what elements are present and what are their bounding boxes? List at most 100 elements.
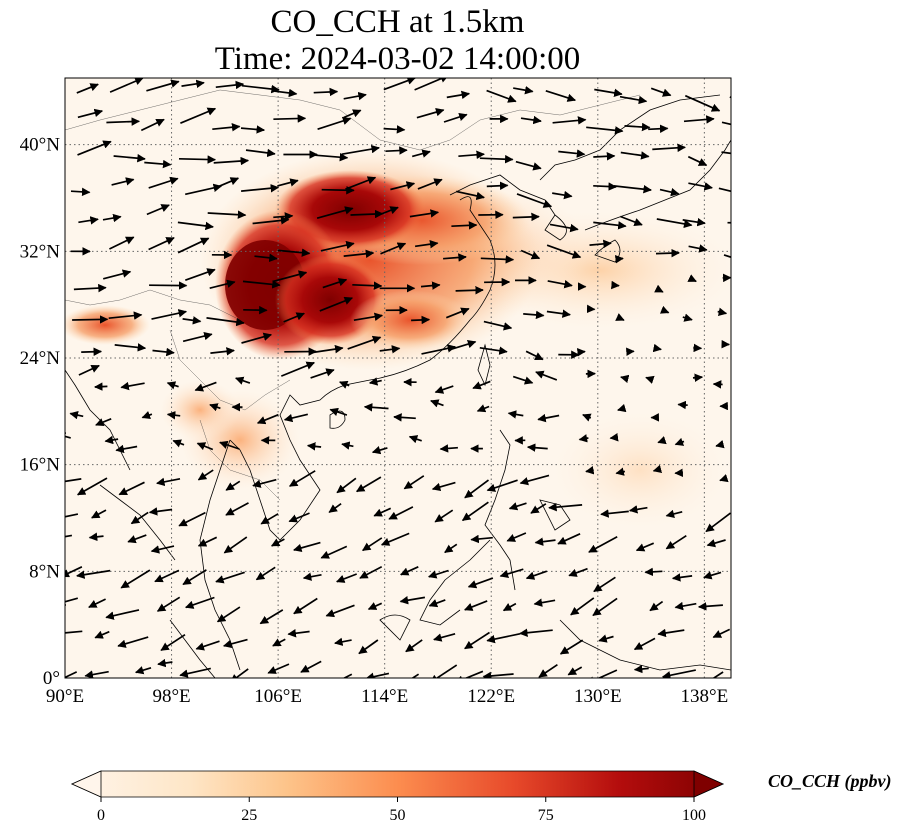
wind-arrow — [91, 509, 107, 519]
wind-arrow — [428, 599, 446, 608]
wind-arrow — [342, 673, 353, 678]
wind-arrow — [515, 160, 542, 171]
wind-arrow — [729, 96, 731, 99]
wind-arrow — [464, 631, 490, 650]
wind-arrow — [516, 193, 553, 208]
wind-arrow — [456, 190, 485, 201]
wind-arrow — [486, 89, 517, 103]
wind-arrow — [683, 115, 715, 124]
wind-arrow — [213, 156, 250, 166]
wind-arrow — [682, 313, 693, 322]
wind-arrow — [368, 377, 382, 386]
wind-arrow — [195, 640, 220, 651]
wind-arrow — [619, 95, 648, 105]
wind-arrow — [688, 182, 713, 191]
wind-arrow — [320, 240, 355, 252]
wind-arrow — [414, 239, 439, 249]
wind-arrow — [182, 331, 213, 343]
wind-arrow — [293, 541, 321, 553]
wind-arrow — [523, 310, 545, 320]
wind-arrow — [215, 571, 245, 584]
wind-arrow — [156, 596, 181, 612]
wind-arrow — [343, 109, 362, 119]
wind-arrow — [65, 671, 78, 678]
wind-arrow — [665, 534, 687, 550]
wind-arrow — [506, 532, 527, 542]
wind-arrow — [242, 280, 281, 289]
wind-arrow — [609, 433, 619, 442]
x-tick-label: 98°E — [152, 686, 190, 707]
wind-arrow — [300, 660, 322, 673]
x-tick-label: 90°E — [46, 686, 84, 707]
wind-arrow — [657, 628, 685, 638]
wind-arrow — [687, 155, 708, 167]
wind-arrow — [72, 315, 109, 324]
wind-arrow — [117, 636, 149, 648]
wind-arrow — [325, 604, 355, 618]
country-borders — [65, 89, 641, 501]
wind-arrow — [229, 668, 249, 678]
wind-arrow — [633, 637, 656, 651]
wind-arrow — [665, 509, 683, 519]
wind-arrow — [388, 506, 414, 520]
wind-arrow — [400, 566, 419, 576]
wind-arrow — [613, 184, 652, 194]
x-tick-label: 138°E — [681, 686, 729, 707]
wind-arrow — [106, 117, 141, 126]
wind-arrow — [222, 638, 248, 649]
y-tick-label: 0° — [43, 668, 60, 689]
wind-arrow — [439, 444, 458, 453]
wind-arrow — [252, 216, 290, 225]
wind-arrow — [254, 253, 278, 263]
wind-arrow — [283, 312, 305, 323]
wind-arrow — [546, 309, 571, 318]
wind-arrow — [624, 122, 651, 132]
wind-arrow — [350, 209, 384, 219]
wind-arrow — [586, 669, 618, 678]
wind-arrow — [160, 633, 186, 652]
wind-arrow — [219, 440, 240, 450]
wind-arrow — [470, 534, 493, 544]
wind-arrow — [430, 399, 444, 408]
wind-arrow — [537, 413, 560, 423]
wind-arrow — [225, 502, 249, 516]
wind-arrow — [182, 316, 202, 325]
wind-arrow — [588, 536, 618, 553]
wind-arrow — [461, 501, 489, 522]
wind-arrow — [458, 150, 485, 160]
wind-arrow — [414, 78, 449, 91]
wind-arrow — [552, 116, 587, 125]
wind-arrow — [343, 249, 375, 259]
wind-arrow — [657, 436, 667, 445]
wind-arrow — [557, 533, 581, 545]
wind-arrow — [321, 185, 355, 195]
wind-arrow — [546, 244, 582, 259]
wind-arrow — [427, 569, 449, 579]
wind-arrow — [134, 666, 152, 675]
wind-arrow — [184, 596, 215, 609]
wind-arrow — [548, 502, 583, 512]
wind-arrow — [166, 381, 179, 390]
wind-arrow — [367, 602, 383, 610]
wind-arrow — [343, 91, 367, 101]
wind-arrow — [109, 78, 144, 93]
wind-arrow — [156, 477, 181, 487]
wind-arrow — [507, 410, 524, 419]
wind-arrow — [614, 254, 624, 264]
wind-arrow — [194, 381, 217, 392]
wind-arrow — [545, 89, 577, 102]
wind-arrow — [274, 88, 298, 98]
wind-arrow — [567, 666, 583, 676]
wind-arrow — [207, 210, 247, 219]
wind-arrow — [316, 206, 354, 220]
wind-arrow — [341, 441, 354, 450]
wind-arrow — [146, 79, 180, 92]
wind-arrow — [363, 403, 389, 412]
wind-arrow — [146, 204, 170, 216]
wind-arrow — [645, 375, 655, 384]
wind-arrow — [380, 532, 410, 546]
colorbar-gradient — [71, 770, 724, 798]
wind-arrow — [212, 123, 241, 132]
wind-arrow — [166, 411, 181, 420]
wind-arrow — [677, 400, 688, 410]
